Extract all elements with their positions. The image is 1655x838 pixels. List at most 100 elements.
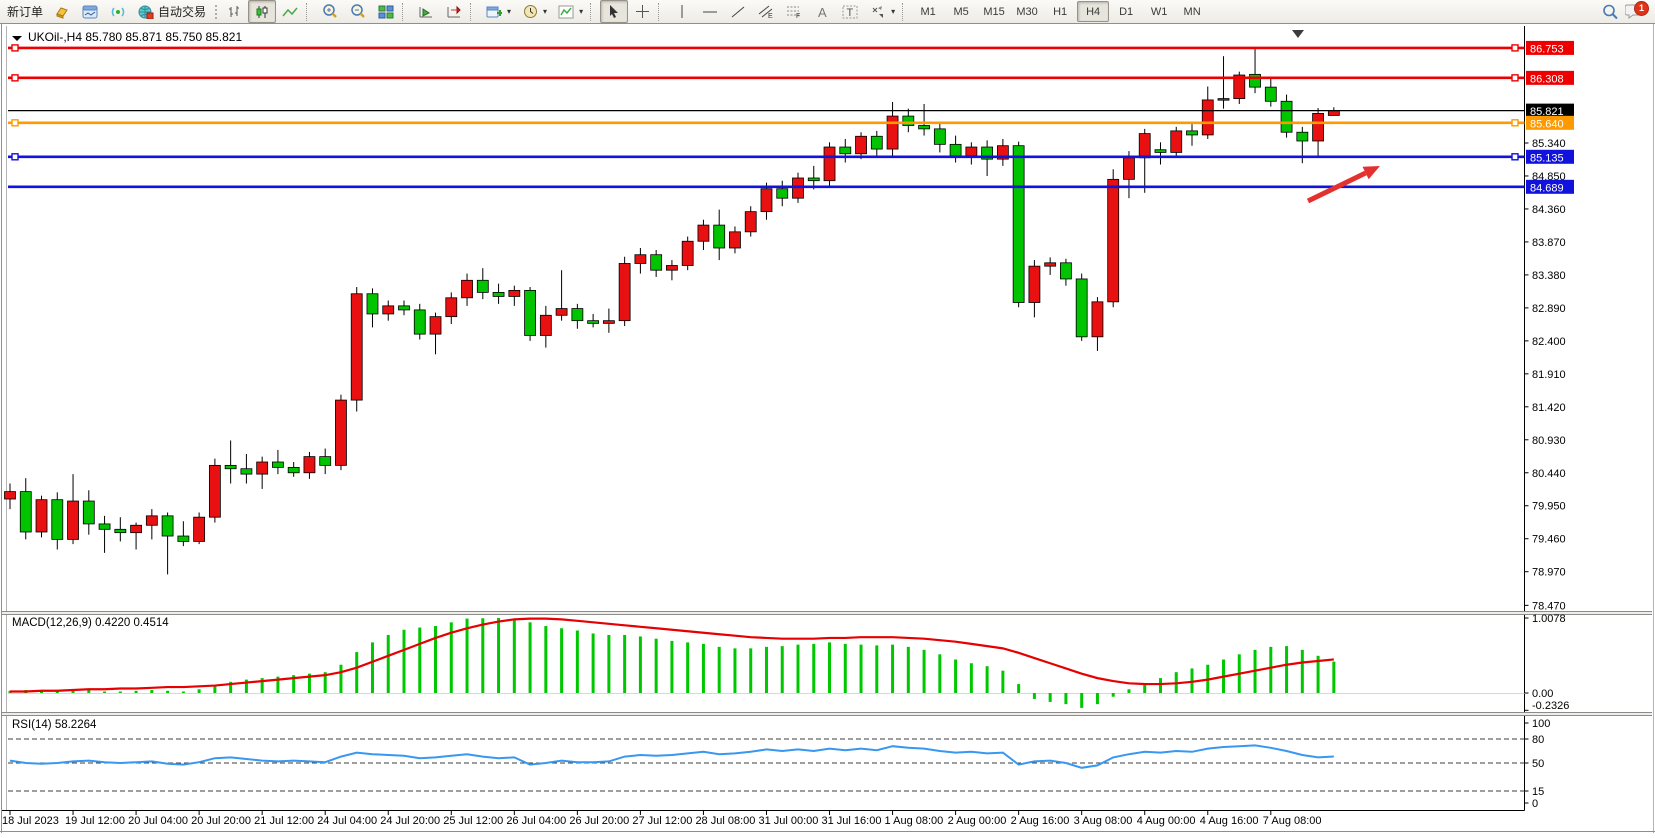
notifications-chat-button[interactable]: 1	[1624, 0, 1649, 22]
candle-body-bearish	[1186, 130, 1198, 136]
chart-shift-icon	[445, 3, 463, 21]
timeframe-button-W1[interactable]: W1	[1150, 5, 1168, 18]
zoom-out-button[interactable]	[344, 0, 372, 23]
vertical-line-tool-button[interactable]	[668, 0, 696, 23]
chart-collapse-icon[interactable]	[12, 36, 22, 41]
main-macd-separator[interactable]	[2, 611, 1652, 615]
macd-histogram-bar	[370, 642, 374, 693]
trendline-tool-button[interactable]	[724, 0, 752, 23]
line-chart-type-button[interactable]	[276, 0, 304, 23]
macd-histogram-bar	[134, 690, 138, 693]
candle	[445, 292, 458, 325]
horizontal-level-line[interactable]: 86.753	[8, 40, 1574, 56]
current-price-line[interactable]: 85.821	[8, 103, 1574, 119]
candle	[823, 142, 836, 187]
zoom-in-button[interactable]	[316, 0, 344, 23]
level-handle-right[interactable]	[1511, 74, 1519, 82]
level-handle-left[interactable]	[11, 119, 19, 127]
level-handle-right[interactable]	[1511, 44, 1519, 52]
macd-signal-line	[10, 617, 1334, 693]
candle	[335, 394, 347, 471]
candle	[366, 288, 379, 328]
timeframe-button-MN[interactable]: MN	[1183, 5, 1201, 18]
horizontal-level-line[interactable]: 86.308	[8, 70, 1574, 86]
candle	[208, 458, 221, 523]
candle-body-bullish	[1044, 262, 1057, 267]
chevron-down-icon: ▾	[507, 7, 512, 16]
candle	[1170, 126, 1183, 158]
horizontal-level-line[interactable]: 84.689	[8, 179, 1574, 195]
candle	[1060, 258, 1072, 286]
price-level-label: 86.753	[1530, 43, 1564, 55]
horizontal-line-tool-button[interactable]	[696, 0, 724, 23]
signals-icon-button[interactable]	[104, 0, 132, 23]
gold-order-icon-button[interactable]	[48, 0, 76, 23]
macd-histogram-bar	[481, 618, 485, 693]
tile-windows-button[interactable]	[372, 0, 400, 23]
arrow-annotation[interactable]	[1306, 166, 1380, 204]
search-icon[interactable]	[1601, 3, 1619, 21]
new-order-button[interactable]: 新订单	[2, 0, 48, 23]
level-handle-left[interactable]	[11, 44, 19, 52]
text-tool-button[interactable]: A	[808, 0, 836, 23]
timeframe-button-H1[interactable]: H1	[1053, 5, 1068, 18]
timeframe-button-H4[interactable]: H4	[1077, 1, 1110, 22]
candle	[492, 283, 505, 304]
crosshair-tool-button[interactable]	[628, 0, 656, 23]
macd-histogram-bar	[87, 690, 91, 693]
level-handle-right[interactable]	[1511, 153, 1519, 161]
candle-body-bullish	[1028, 265, 1041, 303]
new-chart-button[interactable]: ▾	[480, 0, 516, 23]
chart-title-text: UKOil-,H4 85.780 85.871 85.750 85.821	[28, 30, 242, 44]
timeframe-button-M5[interactable]: M5	[953, 5, 969, 18]
candle	[413, 303, 426, 340]
horizontal-level-line[interactable]: 85.640	[8, 115, 1574, 131]
candle-body-bearish	[902, 115, 915, 126]
timeframe-button-M15[interactable]: M15	[983, 5, 1005, 18]
indicators-button[interactable]: ▾	[552, 0, 588, 23]
macd-histogram-bar	[812, 643, 816, 693]
time-tick-label: 4 Aug 16:00	[1200, 815, 1259, 827]
timeframe-button-M1[interactable]: M1	[920, 5, 936, 18]
toolbar-grip[interactable]	[213, 2, 219, 21]
auto-scroll-button[interactable]	[412, 0, 440, 23]
candle-body-bullish	[555, 308, 568, 316]
candle-body-bullish	[508, 289, 521, 297]
chart-window-icon-button[interactable]	[76, 0, 104, 23]
rsi-label: RSI(14) 58.2264	[12, 719, 97, 731]
candle-body-bullish	[445, 297, 458, 318]
level-handle-left[interactable]	[11, 153, 19, 161]
horizontal-level-line[interactable]: 85.135	[8, 149, 1574, 165]
timeframe-button-D1[interactable]: D1	[1119, 5, 1134, 18]
fibonacci-tool-button[interactable]: F	[780, 0, 808, 23]
candlestick-chart-type-button[interactable]	[248, 0, 277, 23]
equidistant-channel-tool-button[interactable]: E	[752, 0, 780, 23]
macd-histogram-bar	[150, 690, 154, 693]
candle-body-bearish	[82, 500, 95, 525]
profiles-button[interactable]: ▾	[516, 0, 552, 23]
candle-body-bullish	[303, 456, 316, 474]
candle	[303, 451, 316, 479]
auto-trading-button[interactable]: 自动交易	[132, 0, 211, 23]
chart-shift-marker[interactable]	[1292, 30, 1304, 38]
time-tick-label: 25 Jul 12:00	[443, 815, 503, 827]
macd-histogram-bar	[922, 649, 926, 693]
level-handle-right[interactable]	[1511, 119, 1519, 127]
chart-shift-button[interactable]	[440, 0, 468, 23]
candle-body-bullish	[1233, 74, 1246, 99]
candle-body-bearish	[319, 456, 332, 466]
time-tick-label: 2 Aug 00:00	[948, 815, 1007, 827]
timeframe-button-M30[interactable]: M30	[1016, 5, 1038, 18]
time-axis[interactable]: 18 Jul 2023 19 Jul 12:00 20 Jul 04:00 20 Ju…	[2, 810, 1322, 828]
bar-chart-type-button[interactable]	[220, 0, 248, 23]
toolbar-separator	[402, 2, 410, 21]
level-handle-left[interactable]	[11, 74, 19, 82]
macd-histogram-bar	[1285, 646, 1289, 693]
candle-body-bullish	[1107, 178, 1120, 303]
cursor-tool-button[interactable]	[600, 0, 629, 23]
arrows-tool-button[interactable]: ▾	[864, 0, 900, 23]
candle-body-bullish	[1327, 110, 1340, 116]
macd-rsi-separator[interactable]	[2, 712, 1652, 716]
text-label-tool-button[interactable]: T	[836, 0, 864, 23]
